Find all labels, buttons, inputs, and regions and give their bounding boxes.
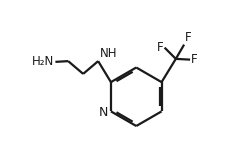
Text: NH: NH bbox=[100, 47, 117, 60]
Text: F: F bbox=[191, 53, 198, 66]
Text: F: F bbox=[184, 31, 191, 44]
Text: H₂N: H₂N bbox=[32, 55, 54, 68]
Text: N: N bbox=[99, 106, 108, 119]
Text: F: F bbox=[157, 41, 163, 54]
